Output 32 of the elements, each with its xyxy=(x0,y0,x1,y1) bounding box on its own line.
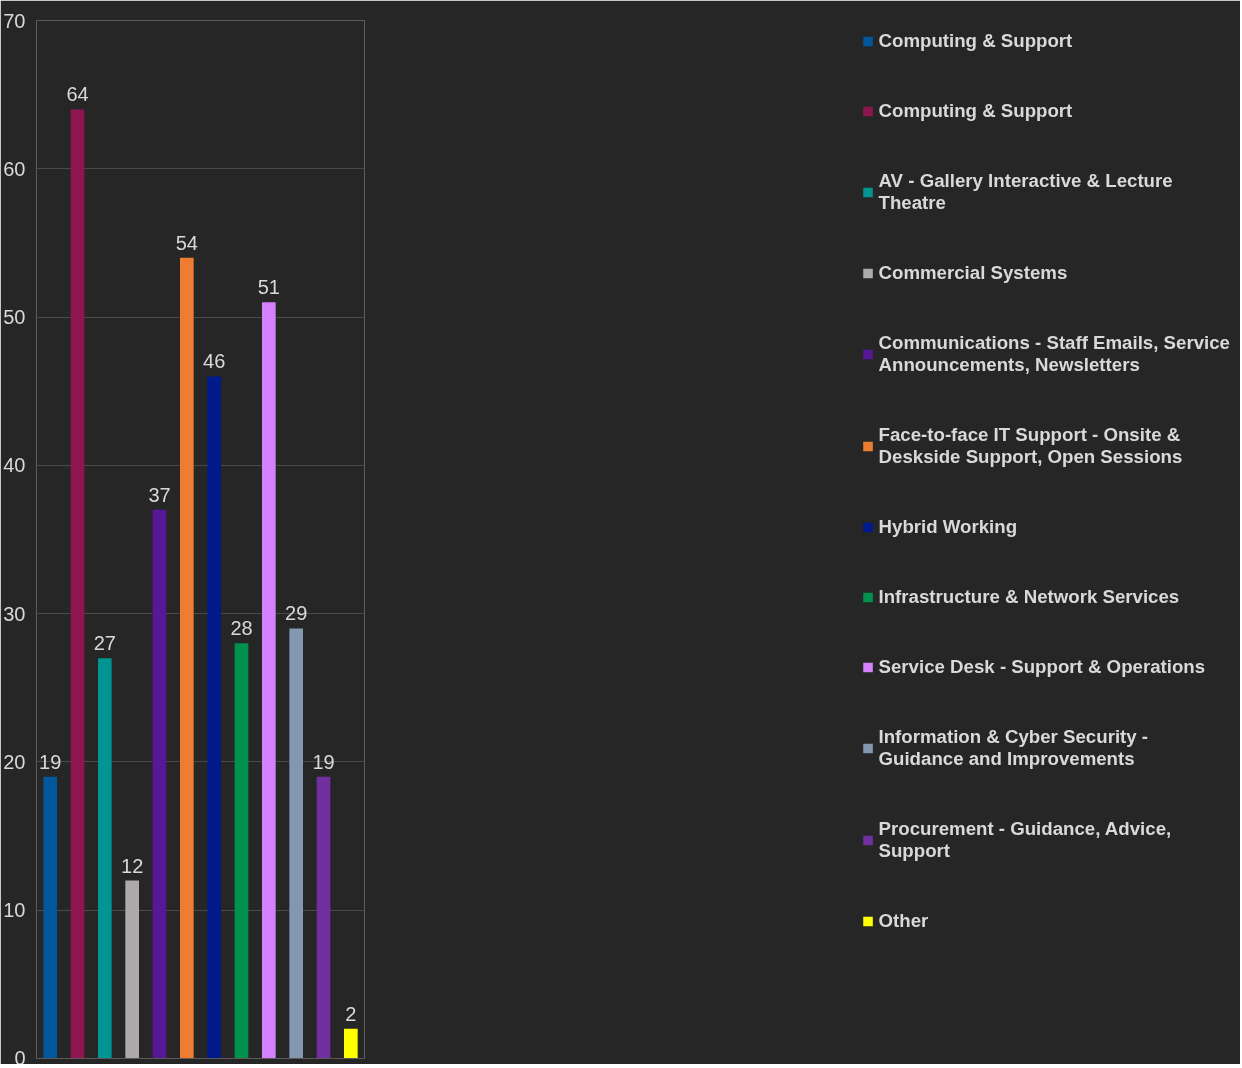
legend-label: Hybrid Working xyxy=(878,516,1018,538)
data-label: 54 xyxy=(175,231,198,254)
legend-label: Face-to-face IT Support - Onsite & Deskside Support, Open Sessions xyxy=(878,424,1183,468)
y-tick-label: 30 xyxy=(3,602,26,625)
data-label: 51 xyxy=(257,276,280,299)
legend-label: Procurement - Guidance, Advice, Support xyxy=(878,818,1172,862)
legend-label: Service Desk - Support & Operations xyxy=(878,656,1206,678)
legend-label: Other xyxy=(878,910,929,932)
data-label: 37 xyxy=(148,483,171,506)
data-label: 29 xyxy=(285,602,308,625)
data-label: 19 xyxy=(39,750,62,773)
y-tick-label: 40 xyxy=(3,454,26,477)
legend-label: Information & Cyber Security - Guidance and Improvements xyxy=(878,726,1149,770)
data-label: 64 xyxy=(66,83,89,106)
data-label: 12 xyxy=(121,854,144,877)
legend-label: Infrastructure & Network Services xyxy=(878,586,1180,608)
legend-label: Communications - Staff Emails, Service Announcements, Newsletters xyxy=(878,332,1230,376)
y-tick-label: 20 xyxy=(3,750,26,773)
y-tick-label: 70 xyxy=(3,9,26,32)
data-label: 19 xyxy=(312,750,335,773)
legend-label: Computing & Support xyxy=(878,100,1073,122)
y-tick-label: 0 xyxy=(14,1046,26,1068)
y-tick-label: 10 xyxy=(3,899,26,922)
data-label: 2 xyxy=(345,1002,357,1025)
y-tick-label: 60 xyxy=(3,157,26,180)
data-label: 28 xyxy=(230,617,253,640)
legend-label: Computing & Support xyxy=(878,30,1073,52)
legend-label: Commercial Systems xyxy=(878,262,1068,284)
legend-label: AV - Gallery Interactive & Lecture Theatre xyxy=(878,170,1173,214)
data-label: 27 xyxy=(93,632,116,655)
data-label: 46 xyxy=(203,350,226,373)
y-tick-label: 50 xyxy=(3,306,26,329)
